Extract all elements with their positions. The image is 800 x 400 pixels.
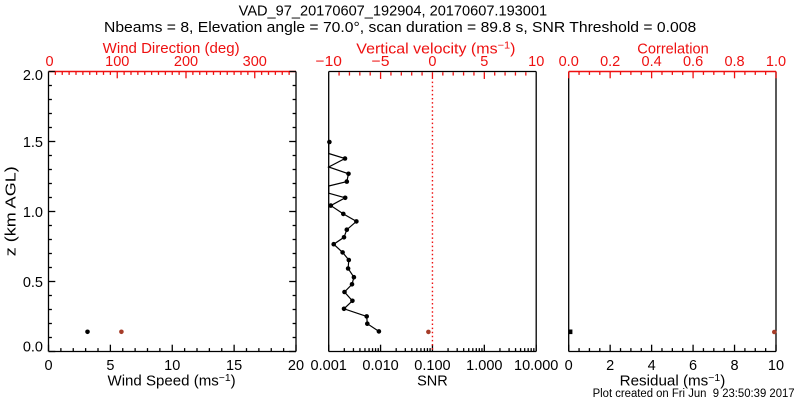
svg-text:Correlation: Correlation (637, 41, 708, 57)
svg-text:8: 8 (731, 358, 739, 374)
svg-text:Wind Direction (deg): Wind Direction (deg) (103, 41, 240, 57)
svg-text:Vertical velocity (ms−1): Vertical velocity (ms −1) (356, 41, 515, 58)
svg-text:0.010: 0.010 (362, 358, 398, 374)
svg-text:15: 15 (226, 358, 242, 374)
svg-text:300: 300 (243, 54, 267, 70)
svg-text:0.2: 0.2 (600, 54, 620, 70)
svg-text:0.001: 0.001 (311, 358, 347, 374)
svg-text:1.0: 1.0 (23, 205, 43, 221)
svg-text:z (km AGL): z (km AGL) (4, 166, 20, 256)
svg-text:VAD_97_20170607_192904, 201706: VAD_97_20170607_192904, 20170607.193001 (239, 4, 547, 20)
svg-text:2.0: 2.0 (23, 68, 43, 84)
svg-text:1.5: 1.5 (23, 135, 43, 151)
svg-text:0.5: 0.5 (23, 275, 43, 291)
svg-text:10: 10 (768, 358, 784, 374)
svg-text:0.6: 0.6 (683, 54, 703, 70)
svg-text:1.000: 1.000 (466, 358, 502, 374)
svg-text:6: 6 (689, 358, 697, 374)
svg-text:0.8: 0.8 (724, 54, 744, 70)
svg-text:20: 20 (288, 358, 304, 374)
svg-text:100: 100 (105, 54, 129, 70)
svg-text:Wind Speed (ms−1): Wind Speed (ms −1) (108, 373, 236, 390)
svg-text:−10: −10 (316, 54, 342, 70)
svg-text:Nbeams = 8, Elevation angle =: Nbeams = 8, Elevation angle = 70.0°, sca… (104, 20, 696, 36)
svg-text:0.4: 0.4 (642, 54, 662, 70)
svg-text:1.0: 1.0 (766, 54, 786, 70)
svg-text:10.000: 10.000 (514, 358, 558, 374)
svg-text:0: 0 (428, 54, 436, 70)
svg-text:10: 10 (164, 358, 180, 374)
svg-text:5: 5 (106, 358, 114, 374)
svg-text:0.0: 0.0 (559, 54, 579, 70)
svg-text:Plot created on Fri Jun 9 23:: Plot created on Fri Jun 9 23:50:39 2017 (593, 388, 795, 400)
svg-text:0: 0 (44, 358, 52, 374)
svg-text:Residual (ms−1): Residual (ms −1) (620, 373, 726, 390)
svg-text:0.100: 0.100 (414, 358, 450, 374)
svg-text:5: 5 (480, 54, 488, 70)
svg-text:0.0: 0.0 (23, 340, 43, 356)
svg-text:−5: −5 (372, 54, 390, 70)
svg-text:SNR: SNR (417, 374, 448, 390)
svg-text:10: 10 (528, 54, 544, 70)
svg-text:200: 200 (174, 54, 198, 70)
svg-text:0: 0 (45, 54, 53, 70)
svg-text:0: 0 (565, 358, 573, 374)
svg-text:4: 4 (648, 358, 656, 374)
svg-text:2: 2 (606, 358, 614, 374)
